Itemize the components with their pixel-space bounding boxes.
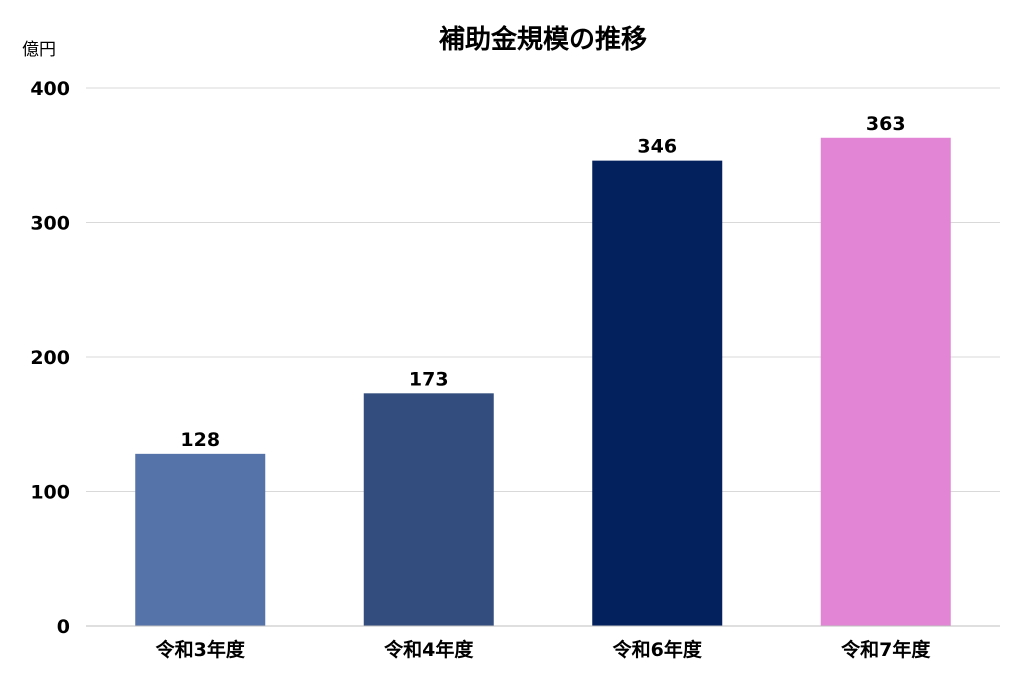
y-tick-label: 400 bbox=[30, 78, 70, 100]
x-category-label: 令和6年度 bbox=[613, 638, 703, 661]
y-tick-label: 0 bbox=[57, 616, 70, 638]
x-axis-categories: 令和3年度 令和4年度 令和6年度 令和7年度 bbox=[156, 638, 932, 661]
y-tick-label: 200 bbox=[30, 347, 70, 369]
data-label: 128 bbox=[180, 429, 220, 451]
y-tick-label: 300 bbox=[30, 213, 70, 235]
data-label: 346 bbox=[637, 136, 677, 158]
data-labels: 128 173 346 363 bbox=[180, 113, 905, 451]
x-category-label: 令和3年度 bbox=[156, 638, 246, 661]
x-category-label: 令和7年度 bbox=[841, 638, 931, 661]
y-axis-ticks: 0 100 200 300 400 bbox=[30, 78, 70, 638]
bar bbox=[135, 453, 266, 626]
y-axis-unit-label: 億円 bbox=[22, 40, 56, 60]
y-tick-label: 100 bbox=[30, 482, 70, 504]
data-label: 363 bbox=[866, 113, 906, 135]
x-category-label: 令和4年度 bbox=[384, 638, 474, 661]
data-label: 173 bbox=[409, 368, 449, 390]
chart-title: 補助金規模の推移 bbox=[438, 24, 647, 55]
bar bbox=[363, 393, 494, 626]
bar bbox=[820, 137, 951, 626]
bars bbox=[135, 137, 951, 626]
bar bbox=[592, 160, 723, 626]
